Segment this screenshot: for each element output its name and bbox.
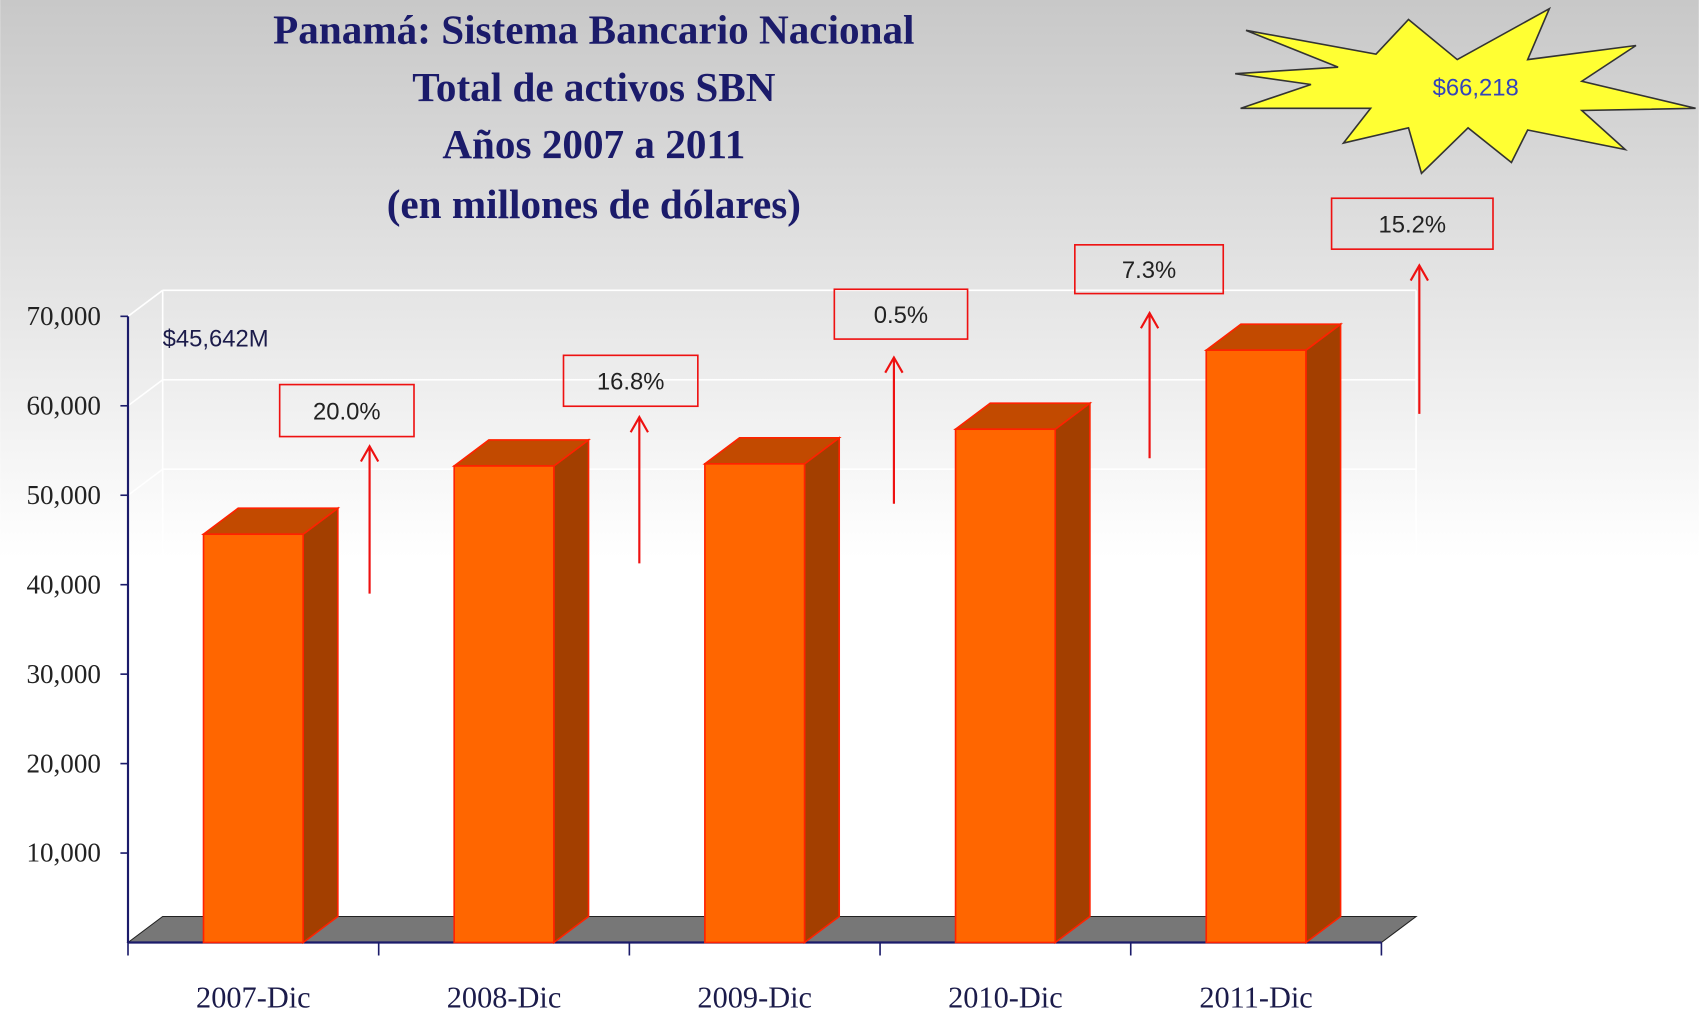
growth-label: 16.8% — [597, 368, 665, 395]
growth-arrowhead — [629, 414, 649, 433]
bar-side — [302, 506, 339, 945]
grid-line — [127, 736, 164, 765]
bar — [202, 533, 304, 944]
chart-title: Panamá: Sistema Bancario Nacional — [273, 6, 914, 52]
y-tick-label: 10,000 — [26, 838, 100, 868]
x-tick-label: 2008-Dic — [447, 981, 562, 1014]
growth-box — [833, 288, 969, 340]
x-tick-label: 2011-Dic — [1199, 981, 1312, 1014]
growth-label: 20.0% — [313, 398, 381, 425]
y-tick-label: 50,000 — [26, 480, 100, 510]
bar — [954, 428, 1057, 944]
growth-arrowhead — [359, 444, 380, 463]
growth-box — [1074, 244, 1225, 295]
x-tick-label: 2007-Dic — [196, 981, 311, 1014]
growth-box — [1330, 197, 1494, 250]
bar-side — [1305, 322, 1342, 945]
growth-label: 7.3% — [1122, 257, 1176, 284]
annotation: $45,642M — [163, 326, 269, 353]
chart-title: Años 2007 a 2011 — [442, 121, 745, 167]
growth-label: 0.5% — [874, 302, 928, 329]
y-tick-label: 60,000 — [26, 390, 100, 420]
y-tick-label: 20,000 — [26, 748, 100, 778]
chart-title: (en millones de dólares) — [387, 181, 801, 228]
annotation: $66,218 — [1433, 74, 1519, 101]
grid-line — [127, 468, 164, 496]
bar — [704, 463, 806, 944]
chart-title: Total de activos SBN — [412, 64, 775, 110]
grid-line — [127, 558, 164, 586]
y-tick-label: 40,000 — [26, 569, 100, 599]
bar — [1205, 349, 1307, 944]
growth-arrowhead — [884, 355, 904, 374]
bar-side — [553, 438, 590, 945]
grid-line — [127, 647, 164, 675]
growth-box — [562, 354, 699, 408]
grid-line — [127, 826, 164, 854]
grid-line — [127, 379, 164, 407]
growth-label: 15.2% — [1379, 211, 1447, 238]
growth-box — [278, 383, 415, 438]
y-tick-label: 30,000 — [26, 659, 100, 689]
bar-side — [803, 436, 841, 945]
starburst — [1235, 6, 1696, 175]
grid-line — [127, 289, 164, 317]
x-tick-label: 2009-Dic — [697, 981, 812, 1014]
bar-side — [1054, 401, 1091, 945]
growth-arrowhead — [1139, 310, 1160, 329]
y-tick-label: 70,000 — [26, 301, 100, 331]
x-tick-label: 2010-Dic — [948, 981, 1063, 1014]
growth-arrowhead — [1409, 263, 1429, 282]
bar — [453, 465, 555, 944]
